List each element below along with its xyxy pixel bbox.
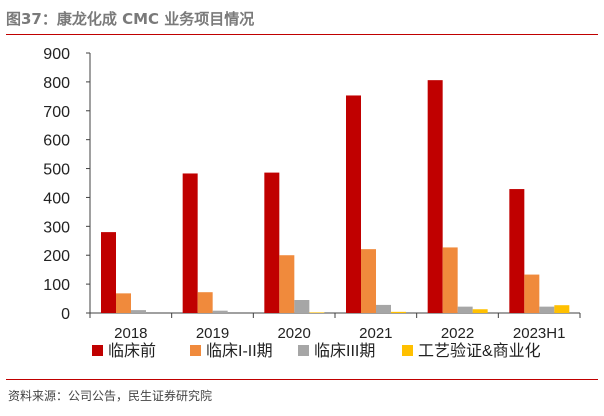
bar: [457, 306, 473, 313]
y-tick-label: 100: [43, 277, 70, 294]
bar: [131, 310, 146, 313]
legend-label: 临床前: [108, 342, 156, 360]
source-note: 资料来源：公司公告，民生证券研究院: [8, 389, 213, 403]
bar: [182, 173, 198, 313]
bar: [101, 232, 116, 313]
bar: [279, 255, 295, 313]
legend-swatch: [402, 345, 413, 356]
bar: [264, 172, 280, 313]
bar: [116, 293, 131, 313]
chart-title: 图37：康龙化成 CMC 业务项目情况: [6, 10, 255, 28]
y-tick-label: 700: [43, 104, 70, 121]
y-tick-label: 800: [43, 75, 70, 92]
title-rule: [6, 34, 598, 35]
x-tick-label: 2022: [441, 325, 474, 342]
y-tick-label: 900: [43, 46, 70, 63]
bar: [197, 292, 213, 313]
y-tick-label: 400: [43, 190, 70, 207]
bar: [212, 310, 228, 313]
x-tick-label: 2019: [196, 325, 229, 342]
x-tick-label: 2023H1: [513, 325, 566, 342]
y-tick-label: 0: [61, 306, 70, 323]
legend-swatch: [92, 345, 103, 356]
legend-label: 临床I-II期: [206, 342, 273, 360]
y-axis: 0 100 200 300 400 500 600 700 800 900: [43, 46, 91, 323]
x-tick-label: 2020: [277, 325, 310, 342]
bar: [361, 249, 376, 313]
bar: [309, 312, 325, 313]
source-rule: [6, 379, 598, 380]
bar: [524, 274, 540, 313]
bar: [294, 300, 310, 313]
legend: 临床前 临床I-II期 临床III期 工艺验证&商业化: [92, 342, 541, 360]
x-axis: 2018 2019 2020 2021 2022 2023H1: [89, 312, 581, 342]
legend-label: 临床III期: [314, 342, 375, 360]
bar: [391, 311, 406, 313]
legend-label: 工艺验证&商业化: [418, 342, 541, 360]
y-tick-label: 600: [43, 133, 70, 150]
bar: [346, 95, 361, 313]
y-tick-label: 500: [43, 162, 70, 179]
bar: [427, 80, 443, 314]
bar: [442, 247, 458, 313]
y-tick-label: 300: [43, 219, 70, 236]
bar: [509, 189, 525, 313]
x-tick-label: 2018: [114, 325, 147, 342]
bar: [472, 309, 488, 313]
legend-swatch: [298, 345, 309, 356]
y-tick-label: 200: [43, 248, 70, 265]
bar: [376, 304, 391, 313]
bar: [554, 305, 570, 313]
legend-swatch: [190, 345, 201, 356]
bar: [539, 306, 555, 313]
x-tick-label: 2021: [359, 325, 392, 342]
bars: [101, 80, 570, 314]
